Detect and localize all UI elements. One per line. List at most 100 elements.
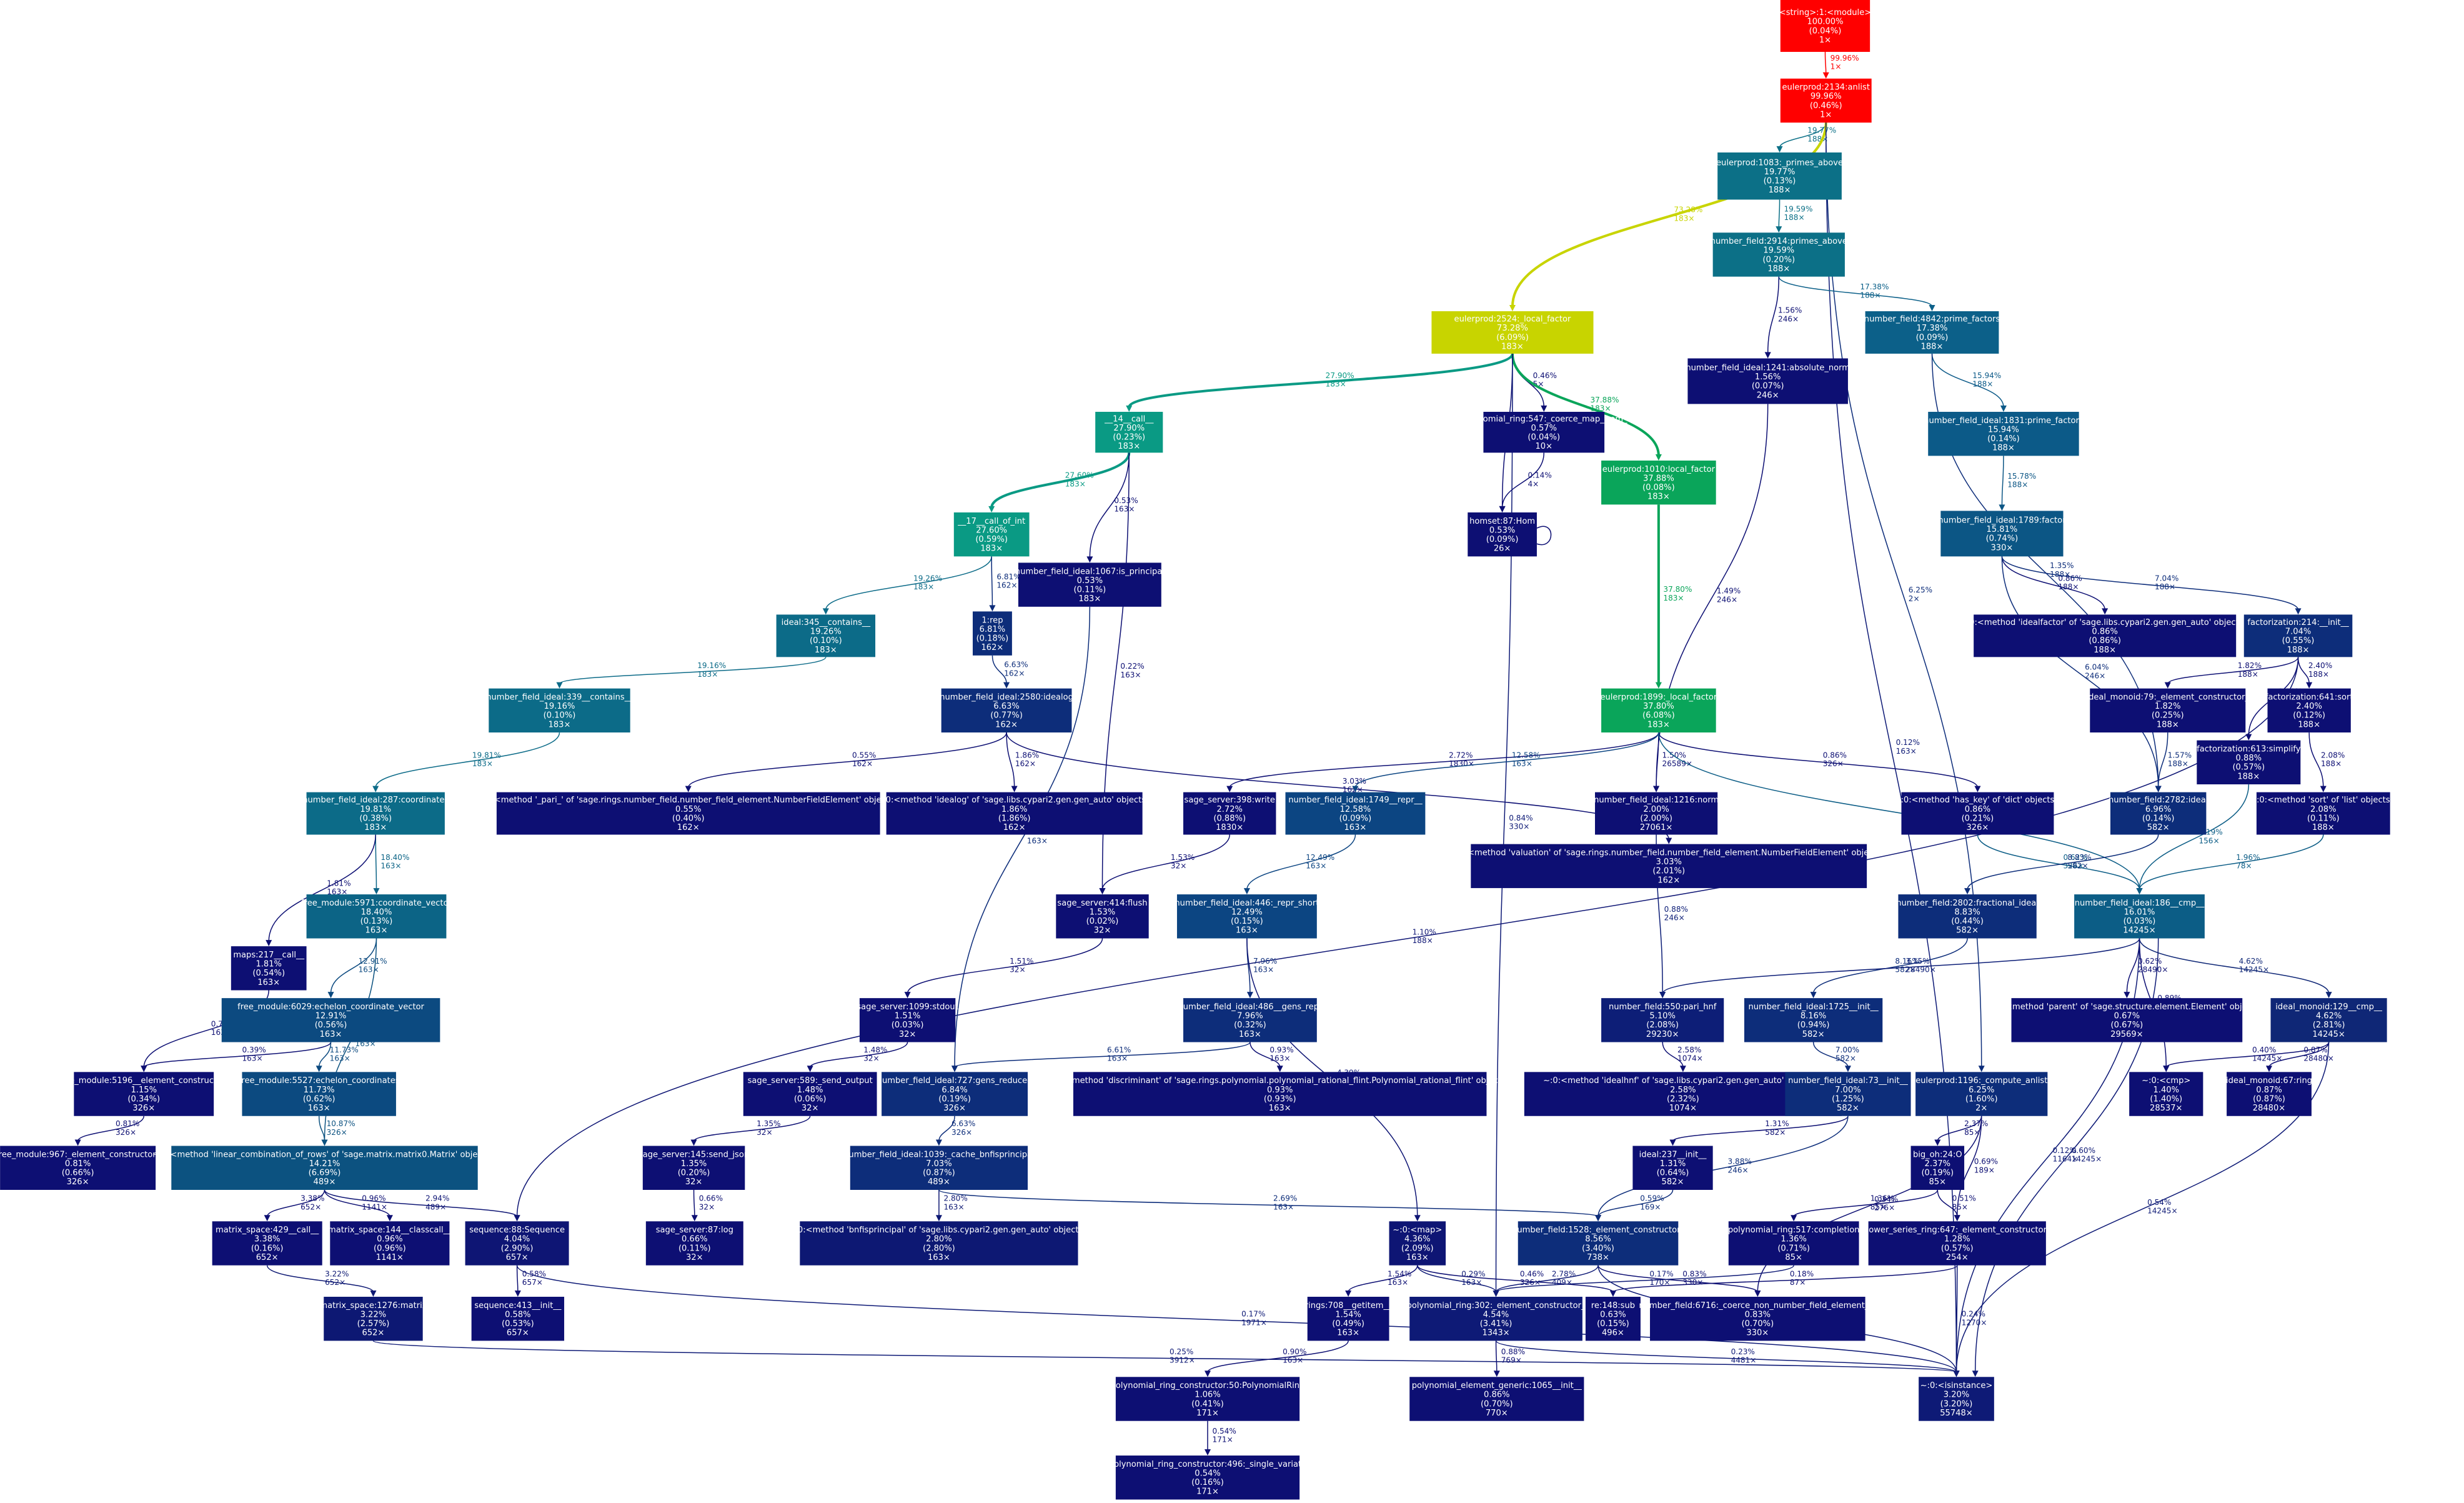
edge-label: 3.22% — [325, 1269, 349, 1278]
node-label: ~:0:<method 'idealhnf' of 'sage.libs.cyp… — [1543, 1076, 1823, 1086]
node-label: (2.01%) — [1652, 867, 1685, 876]
node-label: 183× — [364, 823, 387, 832]
node-label: (6.69%) — [309, 1169, 341, 1178]
node-label: (3.20%) — [1940, 1399, 1973, 1409]
node-box — [1468, 512, 1537, 557]
function-node: power_series_ring:647:_element_construct… — [1864, 1221, 2051, 1266]
function-node: matrix_space:144__classcall__0.96%(0.96%… — [328, 1221, 452, 1266]
edge-label: 7.04% — [2155, 574, 2178, 582]
node-label: ~:0:<method 'has_key' of 'dict' objects> — [1894, 796, 2062, 805]
node-box — [850, 1146, 1028, 1190]
node-label: 1830× — [1216, 823, 1243, 832]
edge — [1597, 1189, 1674, 1217]
node-label: number_field_ideal:1216:norm — [1594, 796, 1719, 805]
node-label: 7.96% — [1237, 1012, 1263, 1021]
edge-label: 2.58% — [1677, 1046, 1701, 1054]
node-label: (0.88%) — [1213, 814, 1246, 823]
node-label: polynomial_ring:517:completion — [1728, 1226, 1860, 1235]
node-label: 1.82% — [2155, 702, 2180, 711]
edge-label: 246× — [1717, 595, 1737, 604]
node-label: (6.09%) — [1496, 333, 1529, 342]
node-label: 32× — [1094, 926, 1111, 936]
edge-label: 1.82% — [2238, 661, 2262, 670]
edge-label: 163× — [1896, 747, 1917, 756]
edge-label: 330× — [1509, 822, 1529, 831]
node-label: 1.53% — [1090, 908, 1116, 917]
edge-label: 162× — [996, 581, 1017, 590]
node-label: (0.11%) — [1074, 585, 1106, 594]
node-box — [1183, 998, 1317, 1042]
edge — [825, 556, 992, 611]
node-box — [1919, 1377, 1994, 1421]
node-label: (2.32%) — [1667, 1094, 1699, 1104]
node-label: (0.54%) — [252, 969, 285, 978]
edge-label: 769× — [1501, 1356, 1522, 1365]
edge-label: 19.77% — [1807, 126, 1836, 135]
edge-label: 32× — [699, 1202, 715, 1211]
node-label: 16.01% — [2124, 908, 2155, 917]
node-label: 1.35% — [681, 1159, 707, 1169]
edge-label: 163× — [943, 1202, 964, 1211]
arrowhead — [1844, 1066, 1851, 1072]
node-label: 163× — [1337, 1329, 1359, 1338]
node-label: (0.09%) — [1339, 814, 1372, 823]
edge — [318, 1116, 325, 1142]
edge-label: 12.91% — [359, 957, 387, 966]
arrowhead — [1679, 1066, 1686, 1072]
node-label: 1:rep — [981, 616, 1003, 625]
function-node: number_field_ideal:287:coordinates19.81%… — [302, 792, 449, 835]
edge-label: 183× — [1065, 479, 1086, 488]
arrowhead — [1953, 1371, 1960, 1377]
nodes: <string>:1:<module>100.00%(0.04%)1×euler… — [0, 0, 2390, 1500]
node-box — [1595, 792, 1718, 835]
node-label: 28480× — [2253, 1104, 2286, 1113]
node-label: 162× — [981, 643, 1003, 652]
edge — [1229, 732, 1659, 788]
node-label: 326× — [943, 1104, 966, 1113]
edge — [1812, 938, 1968, 994]
arrowhead — [1226, 786, 1233, 792]
edge — [1779, 122, 1827, 148]
arrowhead — [1669, 1139, 1676, 1146]
node-label: ~:0:<method 'bnfisprincipal' of 'sage.li… — [788, 1226, 1090, 1235]
edge-label: 0.25% — [1170, 1347, 1193, 1356]
edge-label: 2× — [1909, 594, 1920, 603]
function-node: eulerprod:1899:_local_factor37.80%(6.08%… — [1600, 688, 1717, 733]
node-label: 188× — [1767, 264, 1790, 274]
edge-label: 0.86% — [1823, 751, 1847, 759]
node-box — [1717, 152, 1842, 200]
arrowhead — [1666, 837, 1672, 844]
edge-label: 652× — [301, 1202, 321, 1211]
node-label: (0.25%) — [2152, 711, 2184, 721]
node-label: (0.74%) — [1986, 534, 2019, 544]
edge — [1672, 1116, 1849, 1142]
edge-label: 2.78% — [1552, 1269, 1576, 1278]
node-label: free_module:967:_element_constructor_ — [0, 1150, 161, 1159]
function-node: number_field_ideal:1789:factor15.81%(0.7… — [1938, 511, 2066, 557]
node-label: 183× — [1078, 594, 1101, 604]
edge-label: 3.88% — [1728, 1157, 1752, 1166]
node-box — [642, 1146, 745, 1190]
node-label: (0.38%) — [359, 814, 392, 823]
node-label: (2.81%) — [2313, 1021, 2345, 1030]
node-label: (0.04%) — [1809, 26, 1842, 36]
node-box — [2197, 740, 2301, 785]
edge — [1597, 1265, 1759, 1293]
node-label: polynomial_element_generic:1065__init__ — [1412, 1381, 1582, 1391]
node-label: (1.60%) — [1965, 1094, 1998, 1104]
node-box — [324, 1297, 423, 1341]
node-box — [1073, 1072, 1487, 1116]
edge — [266, 1189, 325, 1217]
edge-label: 37.88% — [1590, 396, 1619, 404]
node-label: (0.70%) — [1741, 1319, 1774, 1329]
node-label: 19.26% — [810, 627, 842, 637]
edge — [372, 1340, 1957, 1373]
node-label: (0.02%) — [1086, 917, 1119, 926]
node-label: 12.49% — [1231, 908, 1263, 917]
edge — [1348, 1265, 1418, 1292]
edge-label: 188× — [2321, 759, 2342, 768]
function-node: ~:0:<method 'has_key' of 'dict' objects>… — [1894, 792, 2062, 835]
